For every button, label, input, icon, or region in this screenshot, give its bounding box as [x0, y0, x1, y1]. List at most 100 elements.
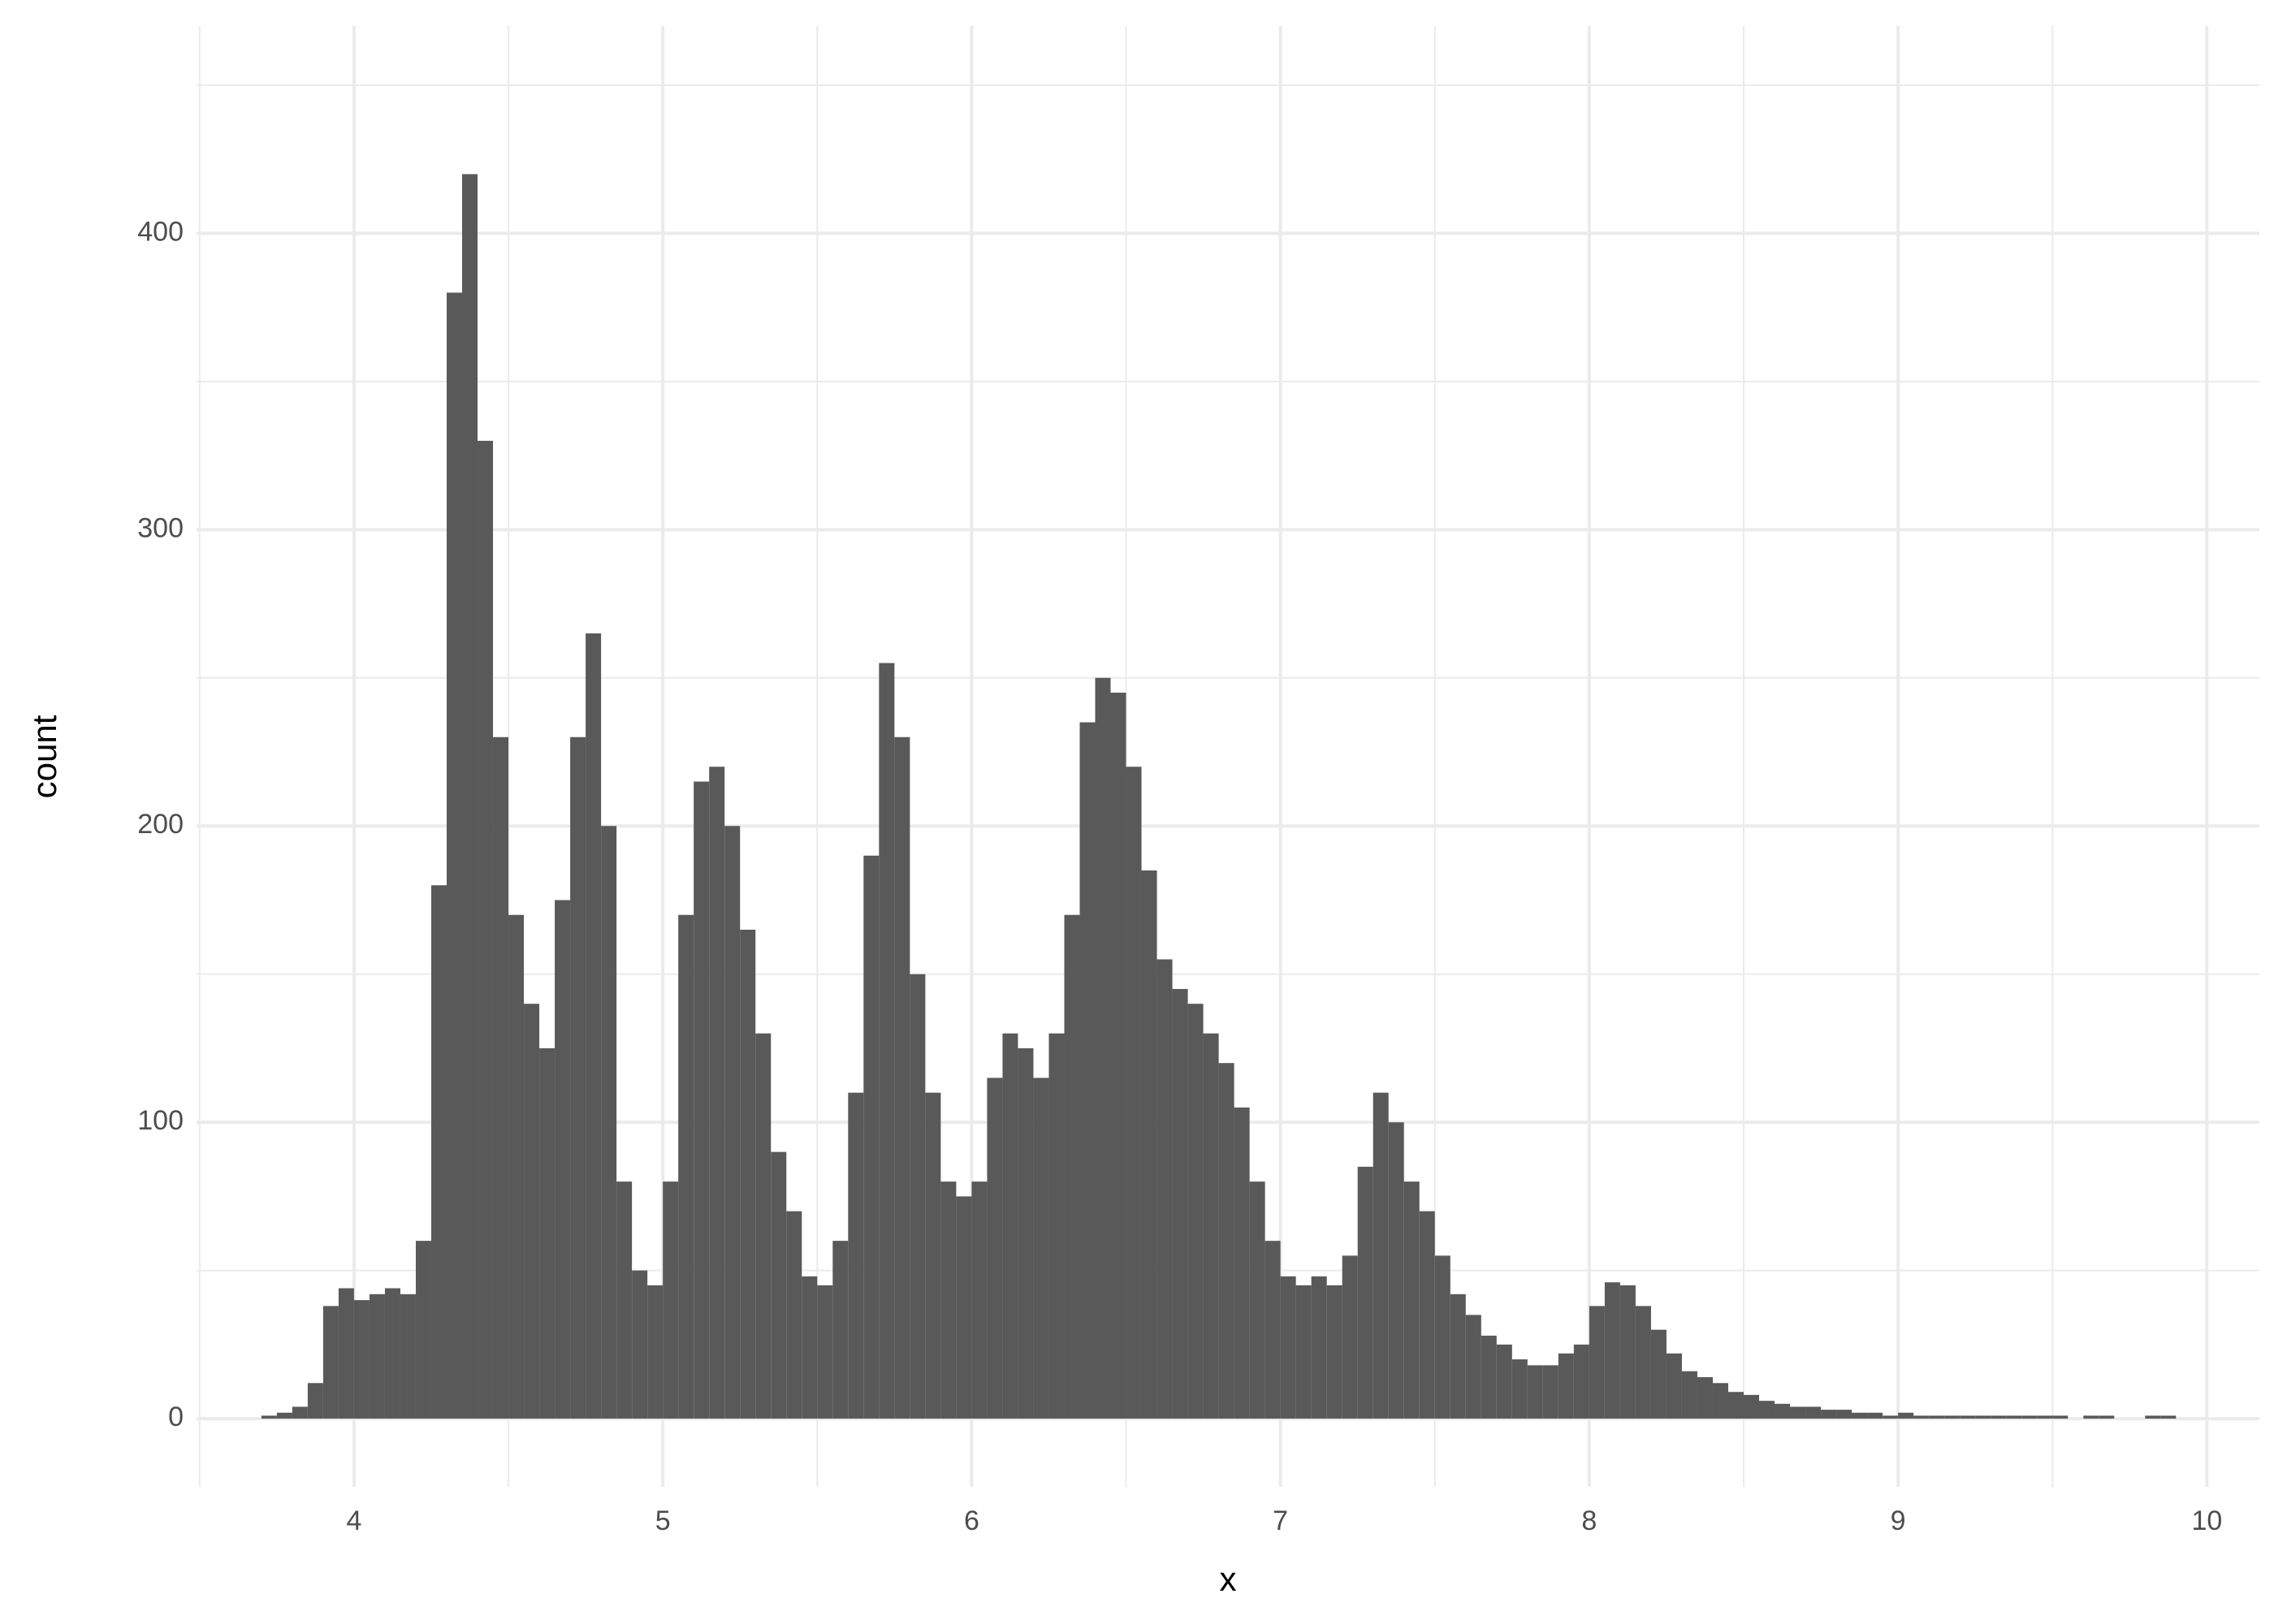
- bar: [1944, 1415, 1961, 1419]
- bar: [446, 292, 463, 1419]
- bar: [1110, 693, 1126, 1419]
- bar: [1249, 1181, 1265, 1419]
- bar: [1218, 1063, 1234, 1419]
- bar: [1064, 914, 1080, 1419]
- bar: [1666, 1353, 1682, 1419]
- bar: [647, 1285, 664, 1419]
- bar: [832, 1241, 849, 1419]
- bar: [1033, 1078, 1049, 1419]
- bar: [1234, 1107, 1250, 1419]
- x-tick-label: 5: [655, 1505, 671, 1536]
- bar: [771, 1151, 787, 1419]
- bar: [1727, 1392, 1744, 1419]
- bar: [1852, 1412, 1868, 1419]
- bar: [925, 1092, 941, 1419]
- bar: [1635, 1306, 1651, 1419]
- bar: [817, 1285, 833, 1419]
- bar: [740, 929, 756, 1419]
- bar: [415, 1241, 431, 1419]
- bar: [1403, 1181, 1420, 1419]
- bars: [261, 174, 2177, 1419]
- bar: [1156, 959, 1173, 1419]
- bar: [1450, 1294, 1466, 1419]
- bar: [1681, 1371, 1697, 1419]
- bar: [2083, 1415, 2099, 1419]
- bar: [307, 1383, 323, 1419]
- x-tick-label: 8: [1581, 1505, 1597, 1536]
- bar: [539, 1047, 556, 1419]
- bar: [384, 1288, 400, 1419]
- bar: [2160, 1415, 2177, 1419]
- bar: [1280, 1276, 1296, 1419]
- bar: [2099, 1415, 2115, 1419]
- bar: [1511, 1359, 1528, 1419]
- bar: [632, 1270, 648, 1419]
- bar: [1311, 1276, 1327, 1419]
- bar: [1790, 1406, 1806, 1419]
- bar: [755, 1033, 772, 1419]
- bar: [709, 767, 725, 1419]
- bar: [524, 1004, 540, 1419]
- bar: [261, 1415, 277, 1419]
- bar: [1172, 988, 1188, 1419]
- bar: [1388, 1122, 1404, 1419]
- bar: [322, 1306, 339, 1419]
- x-tick-label: 7: [1273, 1505, 1288, 1536]
- bar: [1759, 1401, 1775, 1419]
- bar: [1589, 1306, 1605, 1419]
- bar: [663, 1181, 679, 1419]
- bar: [1929, 1415, 1945, 1419]
- bar: [276, 1412, 292, 1419]
- bar: [353, 1300, 370, 1419]
- y-tick-label: 200: [137, 809, 184, 840]
- bar: [678, 914, 694, 1419]
- bar: [1079, 722, 1096, 1419]
- bar: [1126, 767, 1142, 1419]
- bar: [1821, 1410, 1837, 1419]
- bar: [1975, 1415, 1991, 1419]
- bar: [1419, 1211, 1435, 1419]
- y-axis-title: count: [25, 715, 63, 798]
- bar: [2052, 1415, 2069, 1419]
- bar: [1867, 1412, 1883, 1419]
- bar: [2037, 1415, 2053, 1419]
- x-axis-title: x: [1220, 1560, 1237, 1598]
- bar: [601, 826, 617, 1419]
- bar: [956, 1196, 972, 1419]
- bar: [1496, 1344, 1512, 1419]
- bar: [1898, 1412, 1914, 1419]
- bar: [1573, 1344, 1589, 1419]
- bar: [1018, 1047, 1034, 1419]
- bar: [802, 1276, 818, 1419]
- bar: [910, 974, 926, 1419]
- bar: [1836, 1410, 1852, 1419]
- bar: [400, 1294, 416, 1419]
- bar: [1805, 1406, 1822, 1419]
- x-tick-label: 10: [2191, 1505, 2222, 1536]
- bar: [848, 1092, 864, 1419]
- bar: [1697, 1376, 1713, 1419]
- bar: [570, 736, 586, 1419]
- bar: [508, 914, 525, 1419]
- bar: [1141, 870, 1157, 1419]
- bar: [1712, 1383, 1728, 1419]
- bar: [1775, 1403, 1791, 1419]
- bar: [1265, 1241, 1281, 1419]
- bar: [369, 1294, 385, 1419]
- bar: [694, 781, 710, 1419]
- bar: [1913, 1415, 1930, 1419]
- bar: [1604, 1282, 1620, 1419]
- x-tick-label: 4: [346, 1505, 361, 1536]
- bar: [987, 1078, 1003, 1419]
- bar: [586, 633, 602, 1419]
- bar: [1481, 1335, 1497, 1419]
- bar: [616, 1181, 633, 1419]
- bar: [879, 663, 895, 1419]
- bar: [1744, 1394, 1760, 1419]
- bar: [1434, 1255, 1450, 1419]
- bar: [1373, 1092, 1389, 1419]
- bar: [430, 885, 447, 1419]
- bar: [2145, 1415, 2161, 1419]
- bar: [1650, 1329, 1667, 1419]
